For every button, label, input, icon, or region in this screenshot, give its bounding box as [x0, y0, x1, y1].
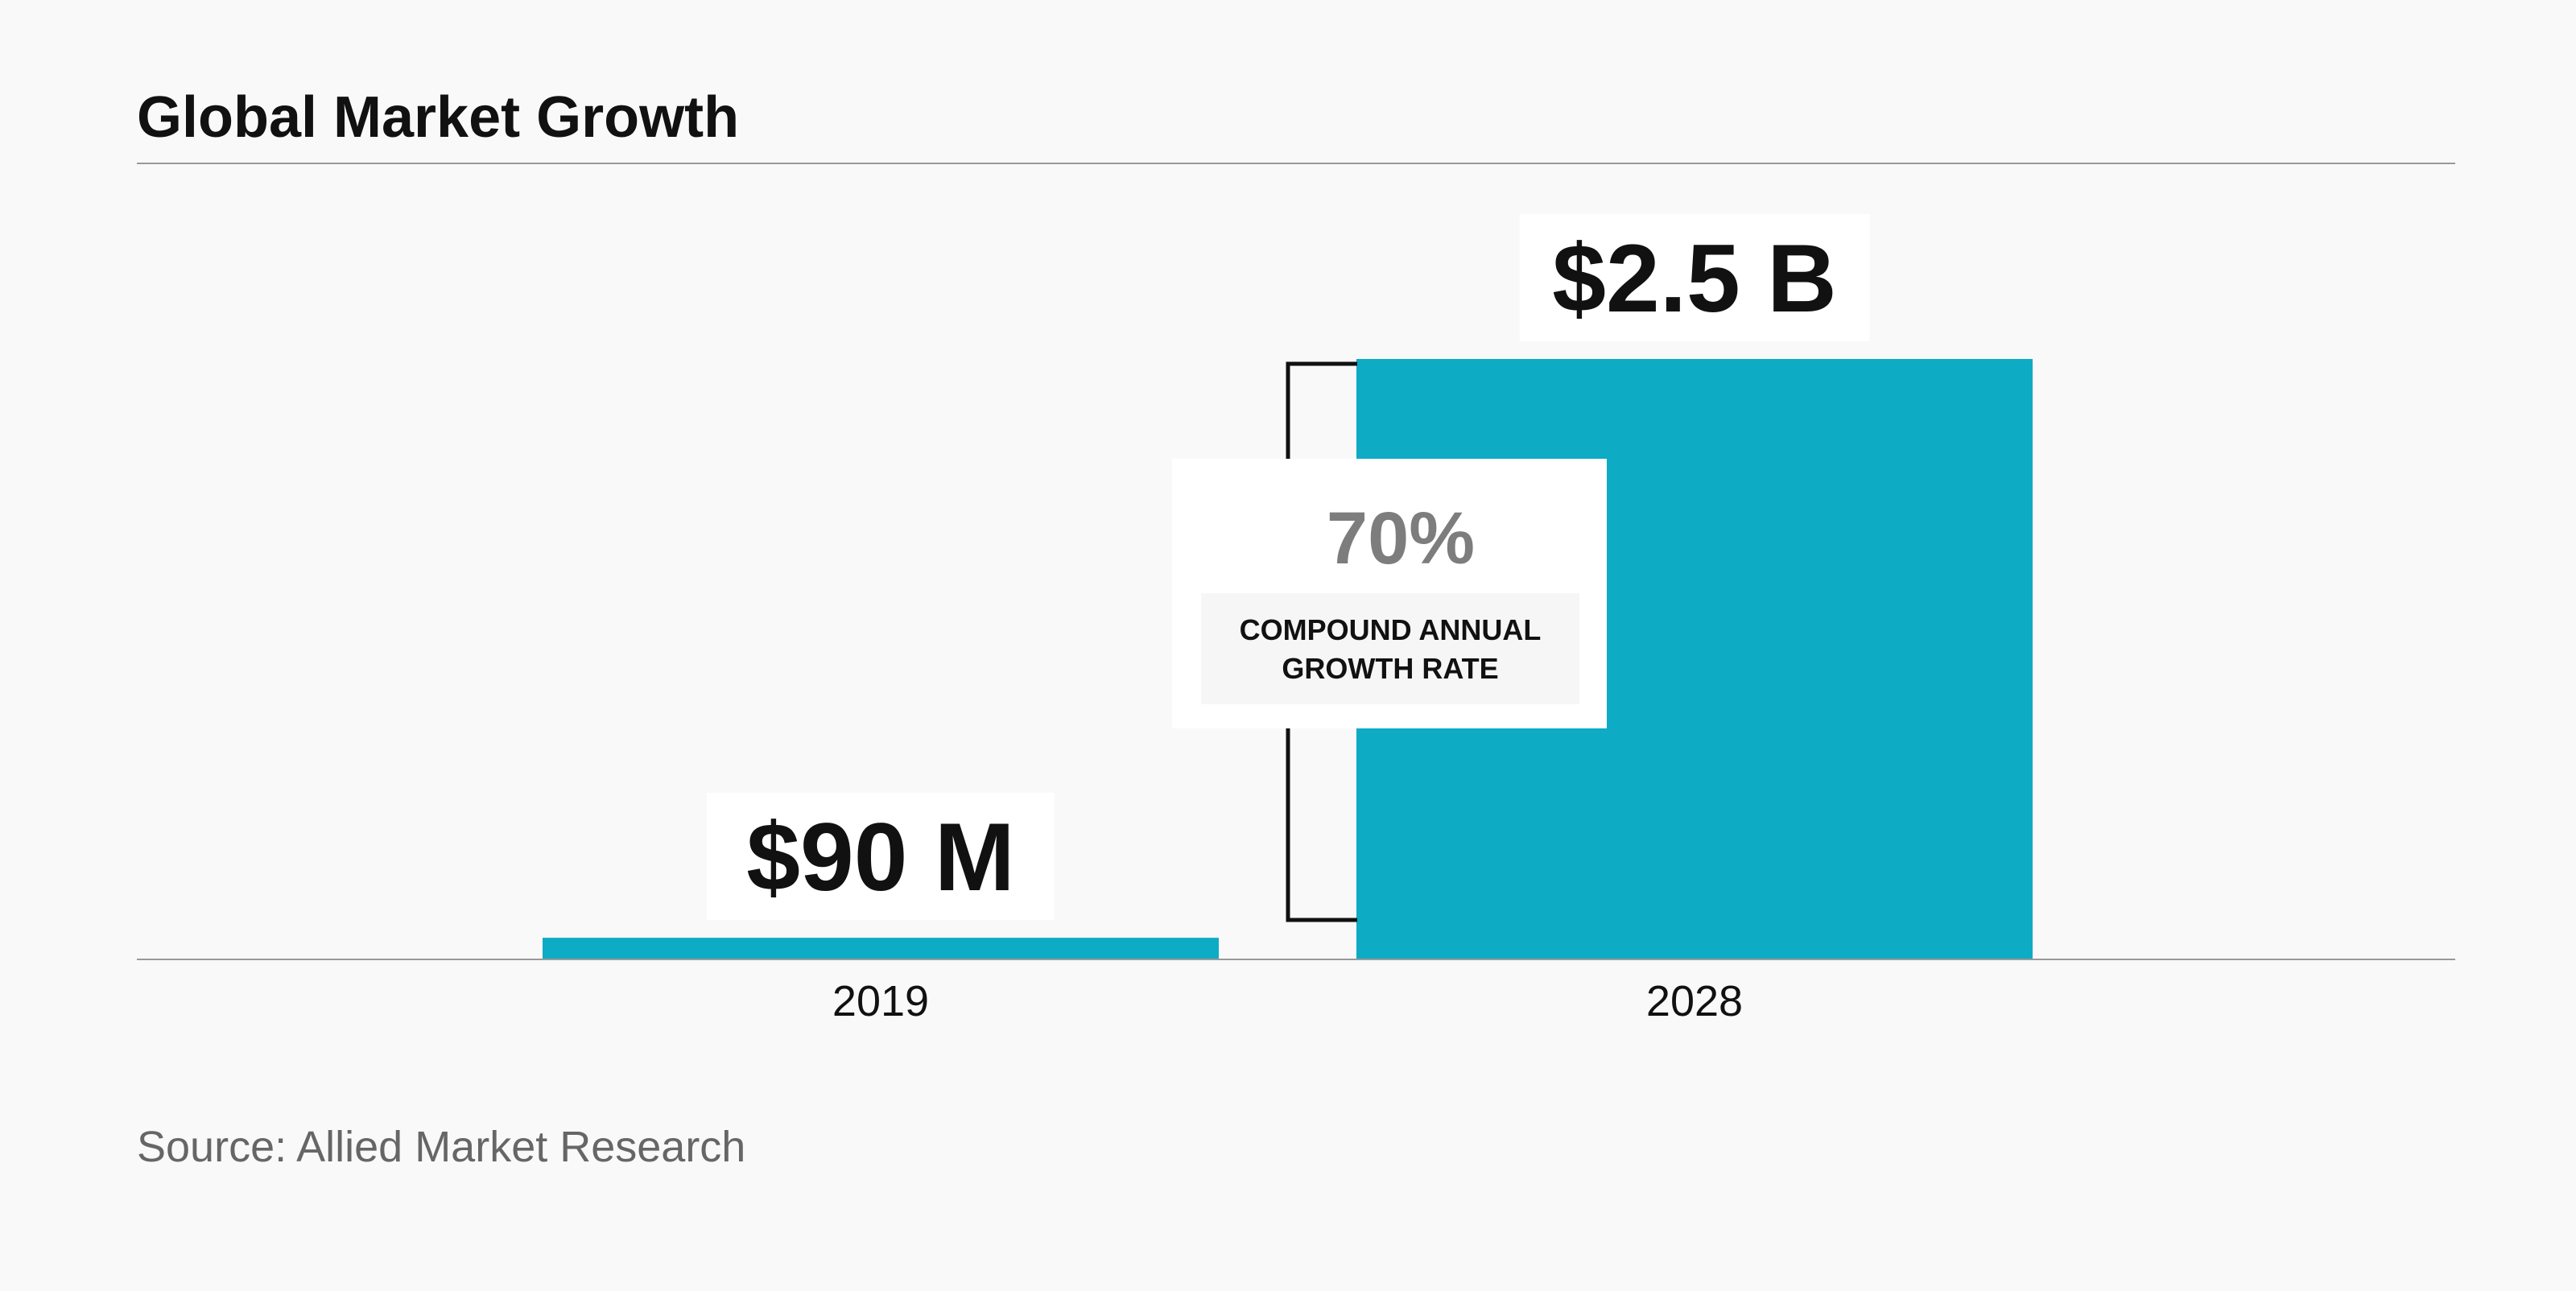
cagr-value: 70% — [1327, 497, 1475, 580]
chart-title: Global Market Growth — [137, 85, 739, 150]
value-label-2028: $2.5 B — [1552, 225, 1837, 332]
x-tick-label-2028: 2028 — [1646, 977, 1743, 1025]
cagr-label-line-2: GROWTH RATE — [1282, 652, 1498, 685]
value-label-box-2028 — [1519, 214, 1870, 341]
cagr-label-panel — [1201, 593, 1579, 704]
bar-2019 — [543, 938, 1219, 959]
cagr-callout: 70% COMPOUND ANNUAL GROWTH RATE — [1172, 459, 1607, 728]
cagr-label-line-1: COMPOUND ANNUAL — [1240, 613, 1542, 646]
chart-source: Source: Allied Market Research — [137, 1123, 745, 1171]
value-label-box-2019 — [707, 793, 1055, 921]
x-tick-label-2019: 2019 — [832, 977, 929, 1025]
value-label-2019: $90 M — [746, 803, 1015, 911]
